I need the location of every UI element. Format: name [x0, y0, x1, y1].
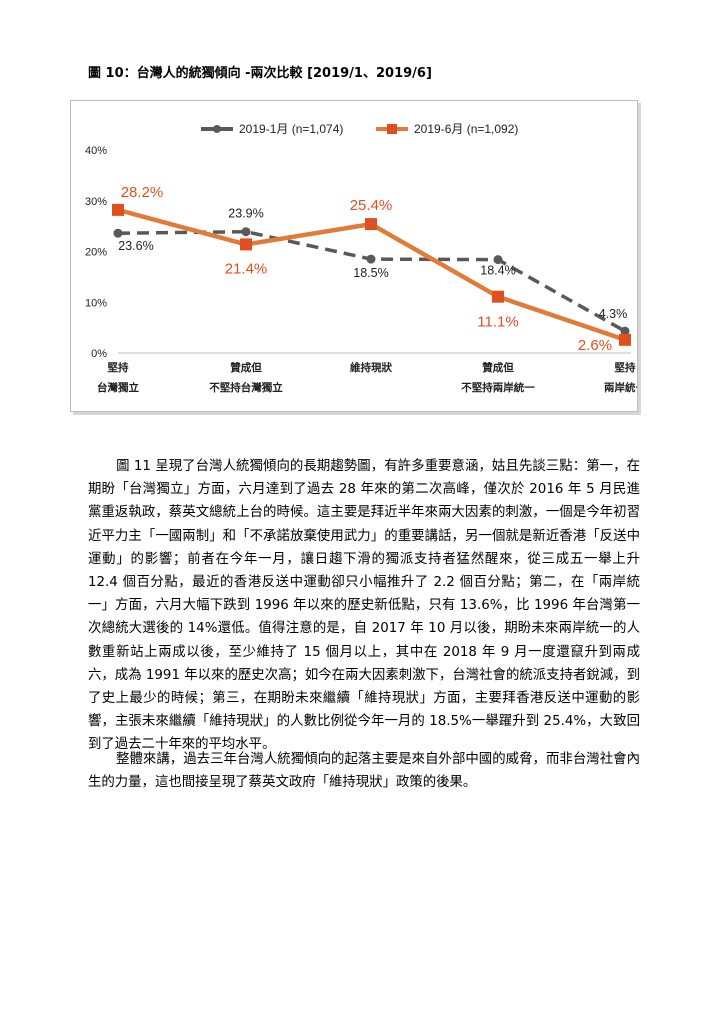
data-point-2019-6: [619, 333, 631, 346]
paragraph-2-text: 整體來講，過去三年台灣人統獨傾向的起落主要是來自外部中國的威脅，而非台灣社會內生…: [88, 752, 640, 791]
data-label-2019-1: 18.4%: [480, 264, 515, 278]
legend-label: 2019-1月 (n=1,074): [239, 122, 343, 136]
data-label-2019-1: 23.9%: [228, 207, 263, 221]
y-tick-label: 30%: [85, 196, 107, 208]
paragraph-1-text: 圖 11 呈現了台灣人統獨傾向的長期趨勢圖，有許多重要意涵，姑且先談三點：第一，…: [88, 459, 640, 753]
figure-title: 圖 10：台灣人的統獨傾向 -兩次比較 [2019/1、2019/6]: [88, 66, 432, 81]
y-tick-label: 10%: [85, 297, 107, 309]
paragraph-2: 整體來講，過去三年台灣人統獨傾向的起落主要是來自外部中國的威脅，而非台灣社會內生…: [88, 748, 640, 794]
legend-marker: [213, 125, 221, 133]
x-tick-label: 台灣獨立: [97, 381, 139, 394]
x-tick-label: 兩岸統一: [604, 381, 637, 394]
data-point-2019-1: [366, 254, 376, 264]
data-label-2019-6: 25.4%: [350, 197, 393, 214]
data-point-2019-1: [493, 255, 503, 265]
data-point-2019-6: [240, 238, 252, 251]
y-tick-label: 0%: [91, 348, 107, 360]
x-tick-label: 贊成但: [229, 361, 262, 374]
x-tick-label: 堅持: [615, 361, 636, 374]
data-label-2019-6: 2.6%: [578, 337, 612, 354]
data-point-2019-1: [241, 227, 251, 237]
data-label-2019-1: 18.5%: [353, 266, 388, 280]
data-point-2019-1: [620, 326, 630, 336]
x-tick-label: 不堅持台灣獨立: [209, 381, 283, 394]
data-label-2019-6: 11.1%: [477, 314, 518, 331]
x-tick-label: 維持現狀: [350, 361, 392, 374]
legend-label: 2019-6月 (n=1,092): [414, 122, 518, 136]
y-tick-label: 40%: [85, 145, 107, 157]
data-label-2019-6: 28.2%: [121, 184, 164, 201]
data-point-2019-1: [113, 228, 123, 238]
y-tick-label: 20%: [85, 247, 107, 259]
data-point-2019-6: [112, 203, 124, 216]
data-label-2019-1: 4.3%: [599, 307, 628, 321]
data-point-2019-6: [365, 218, 377, 231]
legend-marker: [387, 124, 397, 134]
x-tick-label: 不堅持兩岸統一: [461, 381, 535, 394]
x-tick-label: 贊成但: [481, 361, 514, 374]
data-point-2019-6: [492, 290, 504, 303]
x-tick-label: 堅持: [108, 361, 129, 374]
chart-frame: 0% 10% 20% 30% 40% 堅持台灣獨立 贊成但不堅持台灣獨立 維持現狀 贊成但不堅持…: [70, 100, 638, 412]
data-label-2019-6: 21.4%: [225, 260, 268, 277]
data-label-2019-1: 23.6%: [118, 239, 153, 253]
paragraph-1: 圖 11 呈現了台灣人統獨傾向的長期趨勢圖，有許多重要意涵，姑且先談三點：第一，…: [88, 455, 640, 757]
